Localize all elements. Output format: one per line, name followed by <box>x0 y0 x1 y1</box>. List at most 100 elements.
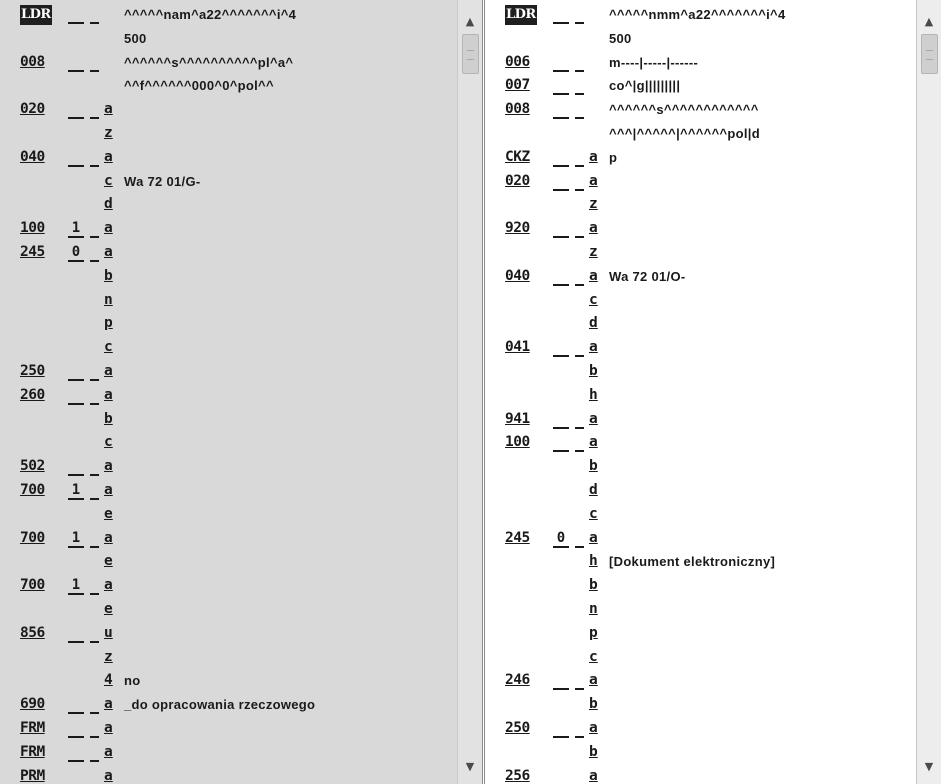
left-marc-record-pane[interactable]: LDR ^^^^^nam^a22^^^^^^^i^4 500 008 ^^^^^^s^^… <box>0 0 483 784</box>
indicator-2[interactable] <box>575 77 584 96</box>
field-value[interactable]: ^^^^^nam^a22^^^^^^^i^4 <box>124 7 297 22</box>
indicator-2[interactable] <box>90 6 99 24</box>
indicator-2[interactable] <box>90 101 99 120</box>
subfield-code[interactable]: a <box>589 172 598 189</box>
indicator-1[interactable] <box>68 54 84 72</box>
indicator-1[interactable] <box>553 339 569 358</box>
subfield-code[interactable]: h <box>589 386 598 403</box>
scroll-down-arrow-icon[interactable]: ▼ <box>465 760 475 773</box>
field-value[interactable]: co^|g||||||||| <box>609 78 681 94</box>
marc-field-row[interactable]: 700 1 a <box>0 528 458 552</box>
marc-field-row[interactable]: z <box>485 242 917 266</box>
subfield-code[interactable]: c <box>104 339 113 356</box>
subfield-code[interactable]: b <box>589 363 598 379</box>
indicator-2[interactable] <box>90 768 99 784</box>
subfield-code[interactable]: a <box>589 339 598 356</box>
marc-field-row[interactable]: 246 a <box>485 670 917 694</box>
subfield-code[interactable]: a <box>589 672 598 689</box>
field-tag[interactable]: 020 <box>20 101 45 118</box>
field-tag[interactable]: 700 <box>20 529 45 546</box>
marc-field-row[interactable]: e <box>0 599 458 623</box>
indicator-1[interactable] <box>68 768 84 784</box>
marc-field-row[interactable]: 700 1 a <box>0 480 458 504</box>
right-scrollbar[interactable]: ▲ ▼ <box>916 0 941 784</box>
marc-field-row[interactable]: p <box>0 313 458 337</box>
marc-field-row[interactable]: 245 0 a <box>485 528 917 552</box>
indicator-1[interactable] <box>553 54 569 72</box>
field-value[interactable]: m----|-----|------ <box>609 54 699 70</box>
marc-field-row[interactable]: c <box>0 337 458 361</box>
marc-field-row[interactable]: b <box>485 694 917 718</box>
field-tag[interactable]: 020 <box>505 172 530 189</box>
subfield-code[interactable]: a <box>104 767 113 784</box>
field-tag[interactable]: 250 <box>20 363 45 379</box>
field-tag[interactable]: 006 <box>505 53 530 70</box>
indicator-1[interactable] <box>553 6 569 24</box>
subfield-code[interactable]: a <box>104 244 113 260</box>
field-tag[interactable]: 100 <box>20 220 45 237</box>
indicator-1[interactable] <box>68 149 84 167</box>
field-tag[interactable]: 100 <box>505 434 530 451</box>
field-tag[interactable]: 245 <box>505 529 530 546</box>
subfield-code[interactable]: a <box>104 529 113 546</box>
subfield-code[interactable]: c <box>104 434 113 451</box>
marc-field-row[interactable]: 500 <box>0 28 458 52</box>
subfield-code[interactable]: a <box>104 363 113 379</box>
subfield-code[interactable]: b <box>104 267 113 284</box>
subfield-code[interactable]: 4 <box>104 672 113 689</box>
marc-field-row[interactable]: z <box>0 123 458 147</box>
field-tag[interactable]: PRM <box>20 767 45 784</box>
indicator-2[interactable] <box>575 434 584 453</box>
subfield-code[interactable]: z <box>589 244 598 260</box>
subfield-code[interactable]: e <box>104 553 113 570</box>
subfield-code[interactable]: c <box>104 172 113 189</box>
marc-field-row[interactable]: CKZ a p <box>485 147 917 171</box>
subfield-code[interactable]: a <box>589 720 598 736</box>
indicator-2[interactable] <box>90 54 99 72</box>
indicator-1[interactable] <box>553 672 569 691</box>
subfield-code[interactable]: a <box>104 386 113 403</box>
indicator-1[interactable] <box>553 720 569 738</box>
field-tag[interactable]: 246 <box>505 672 530 689</box>
marc-field-row[interactable]: 020 a <box>0 99 458 123</box>
marc-field-row[interactable]: FRM a <box>0 742 458 766</box>
scroll-down-arrow-icon[interactable]: ▼ <box>924 760 934 773</box>
subfield-code[interactable]: a <box>589 767 598 784</box>
field-tag[interactable]: 040 <box>20 148 45 165</box>
subfield-code[interactable]: c <box>589 505 598 522</box>
marc-field-row[interactable]: 256 a <box>485 766 917 784</box>
marc-field-row[interactable]: z <box>485 194 917 218</box>
marc-field-row[interactable]: 502 a <box>0 456 458 480</box>
marc-field-row[interactable]: z <box>0 647 458 671</box>
marc-field-row[interactable]: LDR ^^^^^nam^a22^^^^^^^i^4 <box>0 4 458 28</box>
indicator-2[interactable] <box>90 458 99 477</box>
field-value[interactable]: ^^^^^^s^^^^^^^^^^pl^a^ <box>124 54 294 70</box>
marc-field-row[interactable]: 250 a <box>0 361 458 385</box>
field-value[interactable]: ^^^^^^s^^^^^^^^^^^^ <box>609 102 759 118</box>
subfield-code[interactable]: n <box>589 601 598 617</box>
subfield-code[interactable]: a <box>104 148 113 165</box>
field-tag[interactable]: 260 <box>20 386 45 403</box>
indicator-2[interactable] <box>90 696 99 715</box>
marc-field-row[interactable]: 690 a _do opracowania rzeczowego <box>0 694 458 718</box>
subfield-code[interactable]: d <box>589 315 598 332</box>
subfield-code[interactable]: a <box>104 696 113 713</box>
subfield-code[interactable]: b <box>589 696 598 713</box>
marc-field-row[interactable]: 260 a <box>0 385 458 409</box>
field-tag[interactable]: 008 <box>20 53 45 70</box>
indicator-2[interactable] <box>575 6 584 24</box>
subfield-code[interactable]: a <box>589 148 598 165</box>
indicator-2[interactable] <box>575 411 584 429</box>
marc-field-row[interactable]: 008 ^^^^^^s^^^^^^^^^^^^ <box>485 99 917 123</box>
indicator-2[interactable] <box>575 339 584 358</box>
indicator-1[interactable] <box>553 411 569 429</box>
marc-field-row[interactable]: PRM a <box>0 766 458 784</box>
subfield-code[interactable]: z <box>104 648 113 665</box>
indicator-1[interactable] <box>553 220 569 239</box>
field-tag[interactable]: 040 <box>505 267 530 284</box>
indicator-1[interactable] <box>68 363 84 381</box>
marc-field-row[interactable]: ^^f^^^^^^000^0^pol^^ <box>0 75 458 99</box>
field-value[interactable]: ^^^^^nmm^a22^^^^^^^i^4 <box>609 7 786 22</box>
marc-field-row[interactable]: e <box>0 504 458 528</box>
marc-field-row[interactable]: n <box>0 290 458 314</box>
